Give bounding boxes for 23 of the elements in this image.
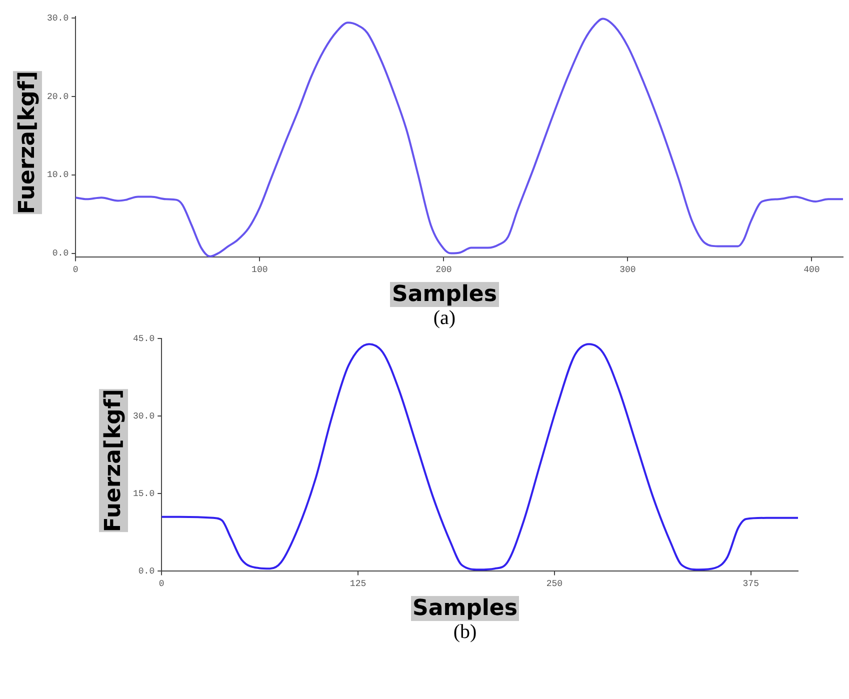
y-axis-title: Fuerza[kgf] (98, 389, 128, 533)
y-tick-label: 0.0 (138, 566, 155, 577)
x-tick-label: 300 (620, 264, 636, 275)
y-tick-label: 0.0 (52, 248, 69, 259)
x-tick-label: 125 (350, 578, 366, 589)
x-tick-label: 375 (742, 578, 759, 589)
y-tick-label: 10.0 (46, 170, 69, 180)
text: (b) (452, 621, 478, 644)
x-tick-label: 250 (546, 578, 563, 589)
y-tick-label: 30.0 (132, 411, 155, 422)
x-tick-label: 100 (252, 264, 268, 275)
x-axis-title: Samples (410, 596, 520, 621)
x-tick-label: 200 (436, 264, 452, 275)
y-tick-label: 20.0 (46, 92, 69, 102)
text: (a) (432, 307, 457, 330)
y-tick-label: 30.0 (46, 13, 69, 24)
x-tick-label: 0 (158, 578, 164, 589)
x-axis-title: Samples (390, 282, 499, 307)
x-tick-label: 0 (72, 264, 78, 275)
x-tick-label: 400 (804, 264, 820, 275)
y-tick-label: 15.0 (132, 488, 155, 499)
y-tick-label: 45.0 (132, 334, 155, 344)
y-axis-title: Fuerza[kgf] (12, 71, 42, 215)
